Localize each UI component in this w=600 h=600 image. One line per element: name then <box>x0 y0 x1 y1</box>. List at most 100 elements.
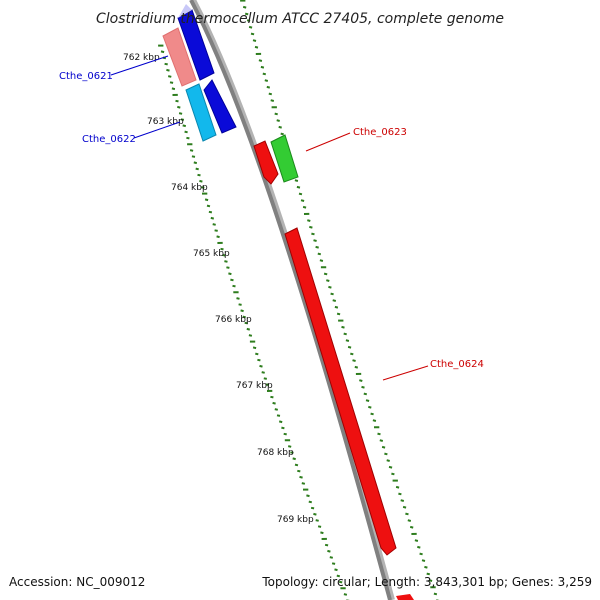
outer-track-tick <box>417 545 421 549</box>
outer-track-tick <box>326 279 330 282</box>
inner-track-tick <box>230 278 234 282</box>
outer-track-tick <box>268 92 273 96</box>
outer-track-tick <box>278 125 282 129</box>
outer-track-tick <box>368 405 372 409</box>
outer-track-tick <box>262 72 267 76</box>
inner-track-tick <box>313 512 317 516</box>
inner-track-tick <box>265 383 270 387</box>
outer-track-tick <box>250 32 255 36</box>
outer-track-tick <box>300 199 305 202</box>
gene-feature-cthe-0623-green[interactable] <box>270 134 299 183</box>
inner-track-tick <box>210 216 215 220</box>
leader-cthe-0621 <box>110 55 169 76</box>
outer-track-tick <box>398 492 402 496</box>
outer-track-tick <box>341 325 345 329</box>
inner-track-tick <box>320 531 324 535</box>
tick-label-762: 762 kbp <box>123 53 160 63</box>
inner-track-tick <box>199 179 203 183</box>
outer-track-tick <box>334 305 339 309</box>
outer-track-tick <box>260 65 265 69</box>
tick-label-764: 764 kbp <box>171 183 208 193</box>
outer-track-tick <box>313 239 317 242</box>
gene-label-cthe-0624[interactable]: Cthe_0624 <box>430 359 484 370</box>
inner-track-tick <box>206 204 211 208</box>
tick-label-763: 763 kbp <box>147 117 184 127</box>
gene-feature-cthe-0622-cyan[interactable] <box>185 83 217 142</box>
gene-label-cthe-0622[interactable]: Cthe_0622 <box>82 134 136 145</box>
tick-track-outer <box>240 0 440 600</box>
outer-track-tick <box>254 45 259 49</box>
inner-track-tick <box>226 266 230 269</box>
inner-track-tick <box>297 469 301 473</box>
outer-track-tick <box>258 59 263 62</box>
tick-labels: 762 kbp 763 kbp 764 kbp 765 kbp 766 kbp … <box>123 53 314 525</box>
inner-track-tick <box>294 463 299 467</box>
outer-track-tick <box>402 505 407 509</box>
outer-track-tick <box>361 385 365 389</box>
outer-track-tick <box>276 119 280 122</box>
outer-track-tick <box>354 365 359 369</box>
outer-track-tick <box>409 525 414 529</box>
outer-track-tick <box>363 392 368 396</box>
inner-track-tick <box>175 99 179 103</box>
inner-track-tick <box>220 247 224 251</box>
inner-track-tick <box>274 408 279 411</box>
inner-track-tick <box>191 155 196 158</box>
outer-track-tick <box>426 572 431 576</box>
outer-track-tick <box>323 272 328 276</box>
genome-summary-text: Topology: circular; Length: 3,843,301 bp… <box>261 575 592 589</box>
outer-track-tick <box>274 112 278 116</box>
inner-track-tick <box>246 327 251 331</box>
gene-feature-blue-lower[interactable] <box>203 79 237 134</box>
inner-track-tick <box>204 198 209 202</box>
gene-feature-red-small[interactable] <box>253 140 279 185</box>
outer-track-tick <box>242 5 247 9</box>
gene-feature-cthe-0624[interactable] <box>284 227 397 556</box>
outer-track-tick <box>372 419 377 422</box>
outer-track-tick <box>433 592 438 596</box>
gene-label-cthe-0623[interactable]: Cthe_0623 <box>353 127 407 138</box>
inner-track-tick <box>171 87 176 91</box>
map-title: Clostridium thermocellum ATCC 27405, com… <box>96 11 504 27</box>
outer-track-tick <box>246 19 251 22</box>
outer-track-tick <box>405 512 409 516</box>
outer-track-tick <box>384 452 388 456</box>
inner-track-tick <box>292 457 296 461</box>
inner-track-tick <box>299 475 303 479</box>
outer-track-tick <box>391 472 395 476</box>
inner-track-tick <box>278 420 283 424</box>
outer-track-tick <box>315 245 319 249</box>
inner-track-tick <box>272 401 276 405</box>
tick-label-768: 768 kbp <box>257 448 294 458</box>
inner-track-tick <box>248 334 253 337</box>
tick-label-765: 765 kbp <box>193 249 230 259</box>
outer-track-tick <box>298 192 303 196</box>
gene-feature-blue-upper-cap <box>178 4 192 18</box>
outer-track-tick <box>359 379 363 382</box>
backbone-shadow <box>190 0 395 600</box>
inner-track-tick <box>186 136 190 140</box>
outer-track-tick <box>350 352 354 356</box>
inner-track-tick <box>263 377 267 380</box>
outer-track-tick <box>421 559 426 562</box>
inner-track-tick <box>189 149 194 152</box>
outer-track-tick <box>365 399 370 402</box>
inner-track-tick <box>160 50 165 54</box>
inner-track-tick <box>228 272 232 276</box>
outer-track-tick <box>248 25 253 29</box>
gene-label-cthe-0621[interactable]: Cthe_0621 <box>59 71 113 82</box>
tick-label-767: 767 kbp <box>236 381 273 391</box>
gene-features <box>162 4 414 600</box>
outer-track-tick <box>332 299 337 302</box>
gene-feature-offscreen[interactable] <box>396 594 414 600</box>
gene-label-leaders <box>110 55 429 381</box>
outer-track-tick <box>311 232 315 236</box>
outer-track-tick <box>317 252 322 256</box>
outer-track-tick <box>328 285 332 289</box>
inner-track-tick <box>259 364 263 368</box>
inner-track-tick <box>214 229 218 232</box>
outer-track-tick <box>388 465 393 469</box>
inner-track-tick <box>287 445 292 448</box>
gene-feature-cthe-0621-pink[interactable] <box>162 27 197 87</box>
